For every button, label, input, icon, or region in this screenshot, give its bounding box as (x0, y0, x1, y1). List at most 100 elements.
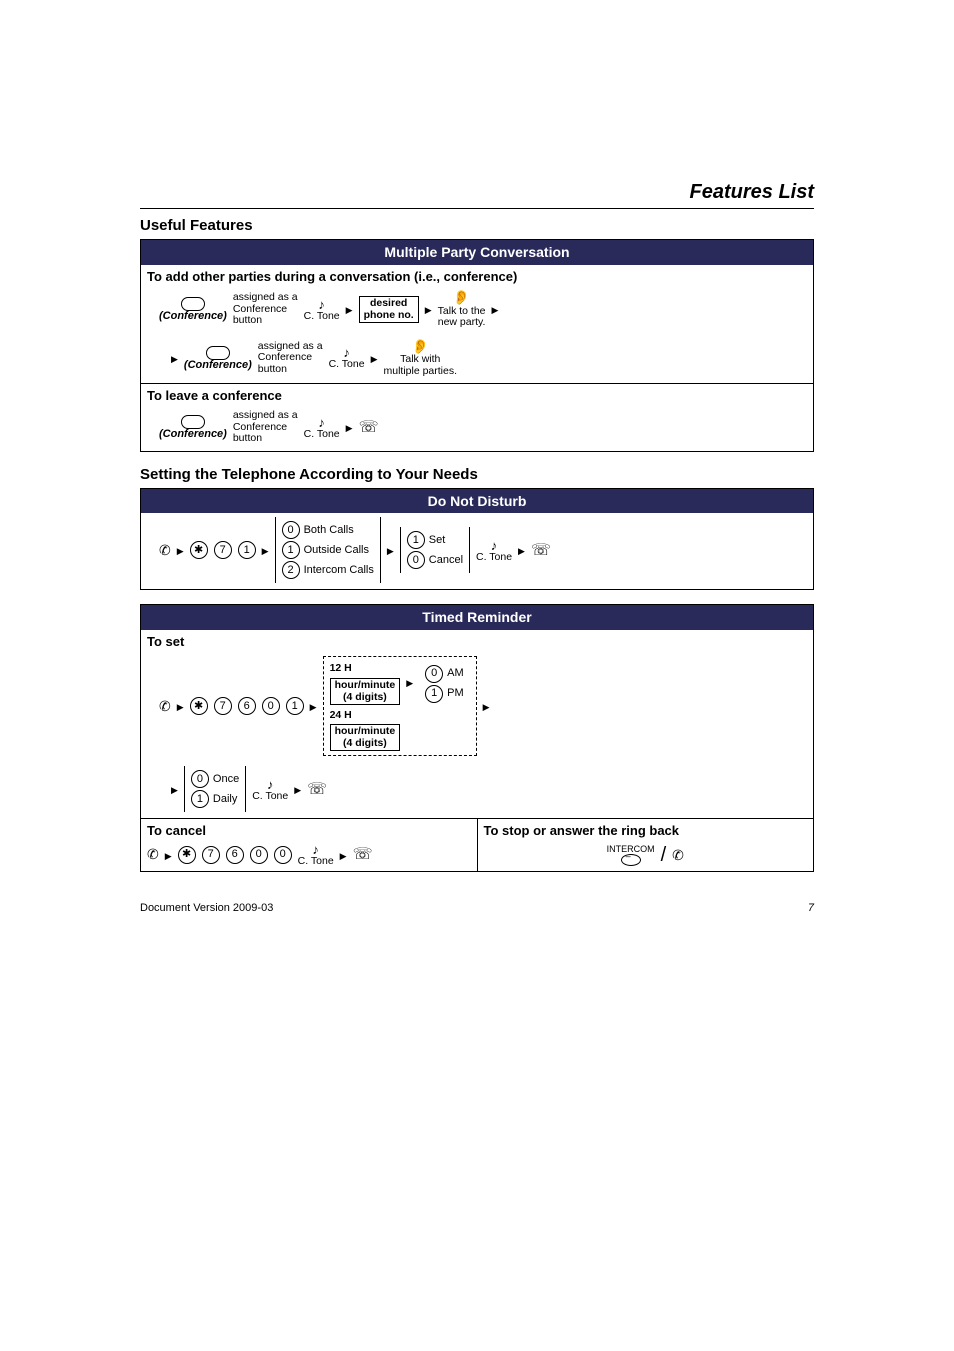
once-label: Once (213, 773, 239, 786)
dnd-set: Set (429, 534, 446, 547)
handset-down-icon: ☏ (531, 541, 551, 560)
offhook-icon: ✆ (147, 846, 159, 863)
ampm-options: 0 AM 1 PM (419, 661, 470, 707)
arrow-icon (171, 782, 178, 796)
pm-label: PM (447, 687, 464, 700)
key-1: 1 (425, 685, 443, 703)
dnd-flow: ✆ ✱ 7 1 0Both Calls 1Outside Calls 2Inte… (141, 513, 813, 589)
conference-button-icon: (Conference) (159, 297, 227, 322)
note-icon: ♪ (491, 539, 498, 552)
assigned-text: assigned as a Conference button (233, 410, 298, 445)
ctone-label: C. Tone (304, 311, 340, 322)
arrow-icon (177, 699, 184, 713)
arrow-icon (425, 302, 432, 316)
intercom-button: INTERCOM (607, 845, 655, 866)
arrow-icon (346, 302, 353, 316)
page-footer: Document Version 2009-03 7 (140, 902, 814, 915)
time-format-options: 12 H hour/minute (4 digits) 0AM 1PM 24 H… (323, 656, 477, 757)
hourmin-box-24: hour/minute (4 digits) (330, 724, 401, 751)
slash-separator: / (661, 843, 667, 867)
key-0: 0 (425, 665, 443, 683)
to-cancel-title: To cancel (147, 823, 471, 839)
ctone-label: C. Tone (329, 359, 365, 370)
key-7: 7 (214, 697, 232, 715)
assigned-l3: button (233, 433, 298, 445)
arrow-icon (483, 699, 490, 713)
talk-mult-l2: multiple parties. (383, 366, 457, 378)
conference-label: (Conference) (159, 429, 227, 440)
desired-l2: phone no. (364, 310, 414, 322)
offhook-icon: ✆ (159, 698, 171, 715)
key-star: ✱ (190, 541, 208, 559)
to-stop-title: To stop or answer the ring back (484, 823, 808, 839)
page-title: Features List (140, 180, 814, 209)
hourmin-l2b: (4 digits) (335, 738, 396, 750)
leave-flow-row: (Conference) assigned as a Conference bu… (141, 406, 813, 451)
timed-reminder-box: Timed Reminder To set ✆ ✱ 7 6 0 1 12 H h… (140, 604, 814, 872)
dnd-outside: Outside Calls (304, 544, 369, 557)
key-0: 0 (250, 846, 268, 864)
assigned-text: assigned as a Conference button (233, 292, 298, 327)
to-stop-cell: To stop or answer the ring back INTERCOM… (477, 819, 814, 871)
pill-icon (206, 346, 230, 360)
arrow-icon (177, 543, 184, 557)
ctone-icon: ♪ C. Tone (476, 539, 512, 563)
timed-flow-1: ✆ ✱ 7 6 0 1 12 H hour/minute (4 digits) … (141, 652, 813, 763)
add-flow-row-2: (Conference) assigned as a Conference bu… (141, 335, 813, 383)
dnd-call-options: 0Both Calls 1Outside Calls 2Intercom Cal… (275, 517, 381, 583)
daily-label: Daily (213, 793, 237, 806)
stop-flow: INTERCOM / ✆ (484, 839, 808, 867)
note-icon: ♪ (267, 778, 274, 791)
talk-multiple: 👂 Talk with multiple parties. (383, 339, 457, 377)
conference-button-icon: (Conference) (184, 346, 252, 371)
hourmin-l1: hour/minute (335, 680, 396, 692)
timed-flow-2: 0Once 1Daily ♪ C. Tone ☏ (141, 762, 813, 818)
key-0: 0 (282, 521, 300, 539)
key-star: ✱ (190, 697, 208, 715)
assigned-text: assigned as a Conference button (258, 341, 323, 376)
add-flow-row-1: (Conference) assigned as a Conference bu… (141, 286, 813, 334)
ear-icon: 👂 (412, 339, 429, 354)
arrow-icon (492, 302, 499, 316)
to-set-header: To set (141, 630, 813, 652)
arrow-icon (262, 543, 269, 557)
dnd-header: Do Not Disturb (141, 489, 813, 514)
key-star: ✱ (178, 846, 196, 864)
cancel-flow: ✆ ✱ 7 6 0 0 ♪ C. Tone ☏ (147, 839, 471, 867)
dnd-intercom: Intercom Calls (304, 564, 374, 577)
page-number: 7 (808, 902, 814, 915)
intercom-oval-icon (621, 854, 641, 866)
note-icon: ♪ (318, 298, 325, 311)
talk-new-l2: new party. (438, 317, 486, 329)
timed-header: Timed Reminder (141, 605, 813, 630)
offhook-icon: ✆ (159, 542, 171, 559)
key-7: 7 (202, 846, 220, 864)
arrow-icon (518, 543, 525, 557)
ctone-icon: ♪ C. Tone (304, 298, 340, 322)
key-6: 6 (226, 846, 244, 864)
dnd-cancel: Cancel (429, 554, 463, 567)
arrow-icon (340, 848, 347, 862)
handset-down-icon: ☏ (359, 418, 379, 437)
arrow-icon (294, 782, 301, 796)
hourmin-box-12: hour/minute (4 digits) (330, 678, 401, 705)
key-7: 7 (214, 541, 232, 559)
arrow-icon (371, 351, 378, 365)
ctone-icon: ♪ C. Tone (304, 416, 340, 440)
to-add-header: To add other parties during a conversati… (141, 265, 813, 287)
assigned-l1: assigned as a (233, 410, 298, 422)
handset-down-icon: ☏ (307, 780, 327, 799)
ctone-label: C. Tone (476, 552, 512, 563)
arrow-icon (171, 351, 178, 365)
dnd-both: Both Calls (304, 524, 354, 537)
arrow-icon (346, 420, 353, 434)
assigned-l3: button (258, 364, 323, 376)
ear-icon: 👂 (453, 290, 470, 305)
key-1: 1 (286, 697, 304, 715)
ctone-icon: ♪ C. Tone (252, 778, 288, 802)
am-label: AM (447, 667, 464, 680)
key-1: 1 (282, 541, 300, 559)
key-0: 0 (274, 846, 292, 864)
ctone-label: C. Tone (298, 856, 334, 867)
key-1: 1 (407, 531, 425, 549)
